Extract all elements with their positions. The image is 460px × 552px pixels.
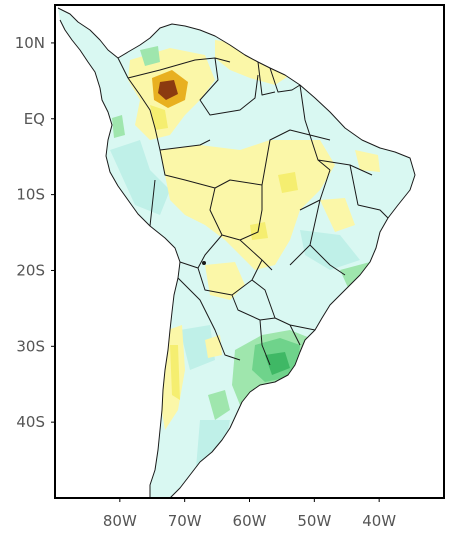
yellow-amazon: [160, 140, 335, 270]
land-fill: [58, 8, 415, 498]
green-northwest: [112, 46, 160, 138]
lake-titicaca: [202, 261, 206, 265]
country-borders: [57, 7, 416, 499]
lat-tick-label: 40S: [16, 413, 45, 431]
dark-green-southeast: [265, 352, 290, 375]
lon-tick-label: 60W: [233, 512, 267, 530]
lat-tick-label: 10N: [15, 34, 45, 52]
longitude-axis: 80W 70W 60W 50W 40W: [103, 498, 396, 530]
lon-tick-label: 80W: [103, 512, 137, 530]
lat-tick-label: 20S: [16, 261, 45, 279]
brown-maximum: [158, 80, 178, 100]
lon-tick-label: 40W: [362, 512, 396, 530]
yellow-guianas: [215, 40, 290, 85]
internal-borders: [117, 57, 389, 366]
lon-tick-label: 50W: [297, 512, 331, 530]
lat-tick-label: 10S: [16, 186, 45, 204]
lat-tick-label: 30S: [16, 337, 45, 355]
yellow-patches-south: [160, 262, 245, 430]
lat-tick-label: EQ: [24, 110, 45, 128]
yellow-northeast: [320, 150, 380, 232]
latitude-axis: 10N EQ 10S 20S 30S 40S: [15, 34, 55, 431]
cyan-contours: [110, 140, 360, 480]
lon-tick-label: 70W: [168, 512, 202, 530]
green-south-coast: [208, 390, 230, 420]
